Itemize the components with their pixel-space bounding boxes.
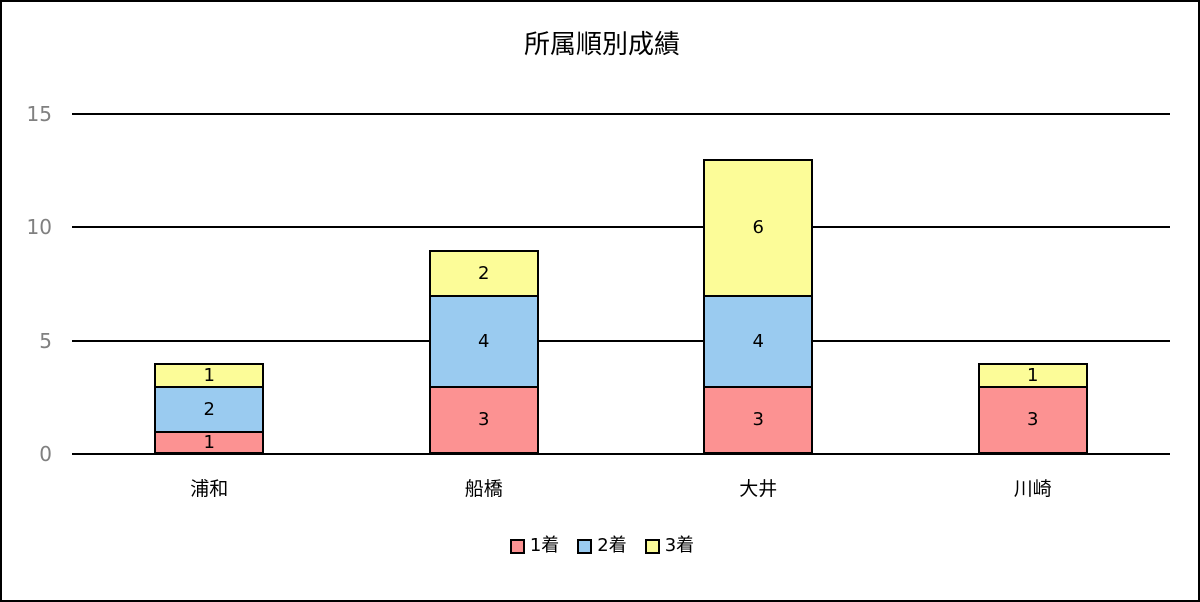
bar-segment: 1 bbox=[977, 363, 1088, 388]
y-axis-tick-label: 15 bbox=[26, 102, 52, 126]
data-label: 4 bbox=[752, 330, 764, 352]
gridline bbox=[72, 226, 1170, 229]
legend-item: 1着 bbox=[509, 535, 560, 557]
data-label: 6 bbox=[752, 217, 764, 239]
bar-segment: 3 bbox=[428, 386, 539, 454]
data-label: 3 bbox=[478, 409, 490, 430]
gridline bbox=[72, 113, 1170, 115]
y-axis-tick-label: 0 bbox=[39, 442, 52, 466]
data-label: 1 bbox=[203, 364, 215, 386]
gridline bbox=[72, 339, 1170, 342]
legend-label: 1着 bbox=[529, 535, 560, 556]
chart-title: 所属順別成績 bbox=[523, 30, 680, 60]
bar-segment: 6 bbox=[703, 159, 814, 298]
data-label: 4 bbox=[478, 330, 490, 352]
bar-segment: 3 bbox=[977, 386, 1088, 454]
data-label: 1 bbox=[1027, 364, 1039, 386]
gridline bbox=[72, 453, 1170, 455]
bar-segment: 4 bbox=[428, 295, 539, 388]
legend: 1着 2着 3着 bbox=[2, 535, 1198, 557]
y-axis-tick-label: 5 bbox=[39, 328, 52, 353]
legend-item: 2着 bbox=[577, 535, 627, 557]
legend-label: 3着 bbox=[664, 535, 695, 556]
data-label: 2 bbox=[478, 262, 490, 284]
bar-segment: 2 bbox=[154, 386, 265, 434]
legend-color-swatch bbox=[644, 538, 660, 554]
legend-label: 2着 bbox=[597, 535, 627, 556]
bar-segment: 1 bbox=[154, 431, 265, 454]
legend-color-swatch bbox=[509, 538, 525, 554]
x-axis-category-label: 浦和 bbox=[190, 478, 229, 500]
legend-item: 3着 bbox=[644, 535, 695, 557]
x-axis-category-label: 川崎 bbox=[1013, 478, 1052, 500]
bar-segment: 1 bbox=[154, 363, 265, 388]
x-axis-category-label: 大井 bbox=[739, 478, 778, 500]
bar-segment: 3 bbox=[703, 386, 814, 454]
y-axis-tick-label: 10 bbox=[26, 215, 52, 240]
legend-color-swatch bbox=[577, 538, 593, 554]
data-label: 1 bbox=[203, 431, 215, 453]
data-label: 3 bbox=[1027, 409, 1039, 430]
data-label: 3 bbox=[752, 409, 764, 430]
bar-segment: 4 bbox=[703, 295, 814, 388]
bar-segment: 2 bbox=[428, 250, 539, 298]
data-label: 2 bbox=[203, 398, 215, 420]
x-axis-category-label: 船橋 bbox=[464, 478, 503, 500]
